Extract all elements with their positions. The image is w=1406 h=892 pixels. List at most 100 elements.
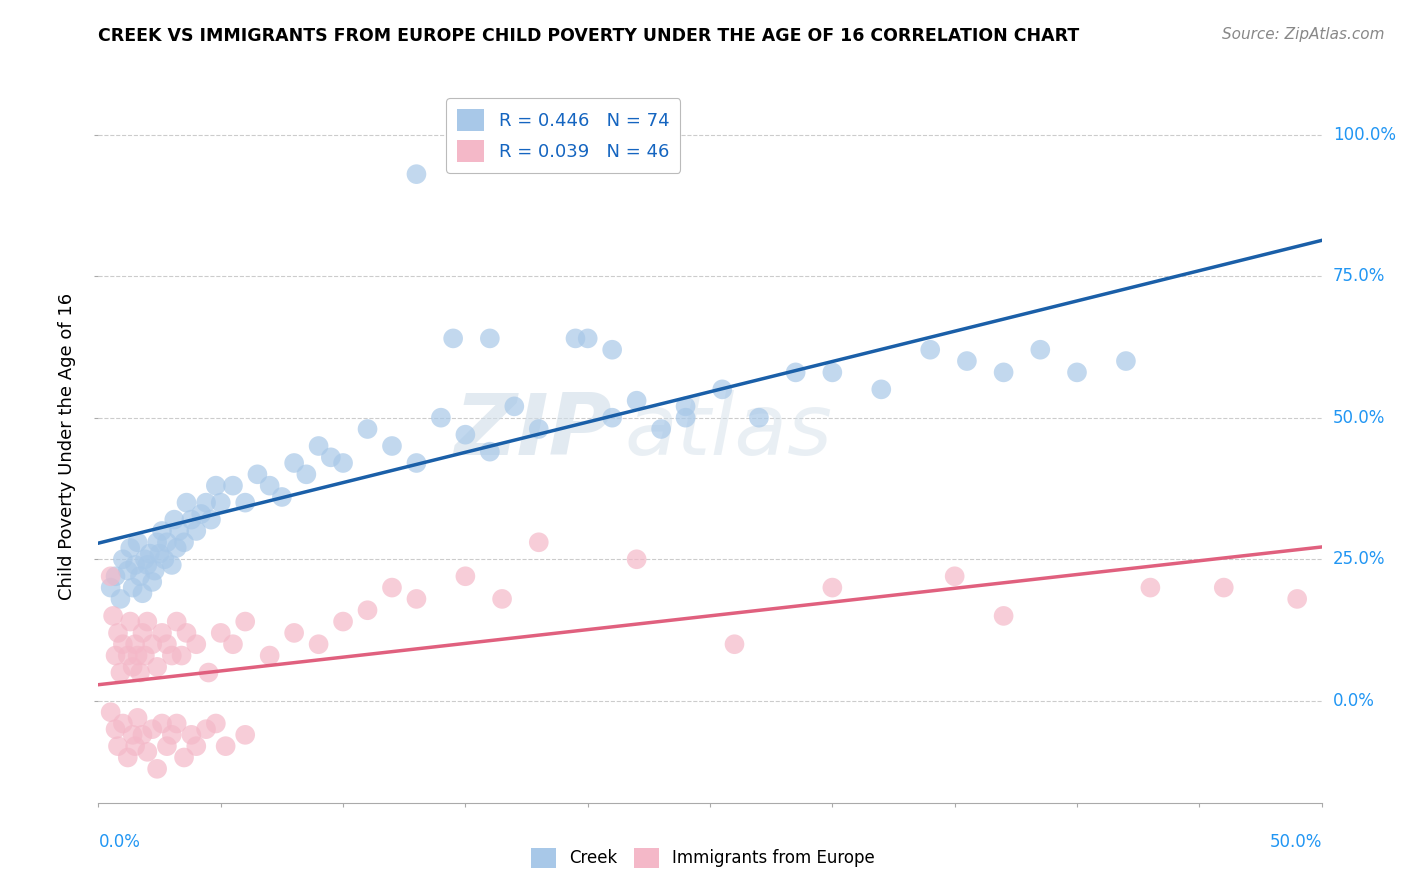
Point xyxy=(180,513,202,527)
Point xyxy=(356,603,378,617)
Point xyxy=(100,569,122,583)
Point xyxy=(748,410,770,425)
Point xyxy=(441,331,464,345)
Point xyxy=(246,467,269,482)
Point xyxy=(356,422,378,436)
Point xyxy=(139,547,162,561)
Point xyxy=(134,552,156,566)
Text: 25.0%: 25.0% xyxy=(1333,550,1385,568)
Text: 0.0%: 0.0% xyxy=(1333,692,1375,710)
Point xyxy=(308,637,330,651)
Text: 50.0%: 50.0% xyxy=(1333,409,1385,426)
Point xyxy=(195,495,218,509)
Point xyxy=(205,716,228,731)
Point xyxy=(491,591,513,606)
Point xyxy=(173,750,195,764)
Point xyxy=(120,615,142,629)
Point xyxy=(110,591,132,606)
Point xyxy=(214,739,236,754)
Point xyxy=(170,648,193,663)
Point xyxy=(121,660,143,674)
Point xyxy=(308,439,330,453)
Point xyxy=(186,524,208,538)
Point xyxy=(146,660,169,674)
Point xyxy=(166,541,188,555)
Point xyxy=(107,626,129,640)
Point xyxy=(319,450,342,465)
Point xyxy=(205,478,228,492)
Point xyxy=(209,626,232,640)
Point xyxy=(163,513,186,527)
Point xyxy=(993,365,1015,379)
Point xyxy=(675,410,697,425)
Point xyxy=(104,648,127,663)
Point xyxy=(176,626,198,640)
Point xyxy=(454,427,477,442)
Point xyxy=(711,383,734,397)
Point xyxy=(149,547,172,561)
Point xyxy=(166,615,188,629)
Point xyxy=(821,365,844,379)
Point xyxy=(626,552,648,566)
Point xyxy=(160,558,183,572)
Point xyxy=(454,569,477,583)
Point xyxy=(150,524,173,538)
Point xyxy=(180,728,202,742)
Point xyxy=(527,535,550,549)
Point xyxy=(197,665,219,680)
Point xyxy=(107,739,129,754)
Point xyxy=(104,569,127,583)
Point xyxy=(1029,343,1052,357)
Point xyxy=(160,648,183,663)
Text: 50.0%: 50.0% xyxy=(1270,833,1322,851)
Point xyxy=(136,615,159,629)
Point xyxy=(150,626,173,640)
Point xyxy=(1286,591,1309,606)
Point xyxy=(222,637,245,651)
Point xyxy=(1115,354,1137,368)
Point xyxy=(156,739,179,754)
Point xyxy=(283,626,305,640)
Point xyxy=(136,745,159,759)
Point xyxy=(675,400,697,414)
Text: 75.0%: 75.0% xyxy=(1333,267,1385,285)
Point xyxy=(503,400,526,414)
Text: 100.0%: 100.0% xyxy=(1333,126,1396,144)
Point xyxy=(104,722,127,736)
Point xyxy=(141,574,163,589)
Point xyxy=(146,762,169,776)
Point xyxy=(141,637,163,651)
Point xyxy=(176,495,198,509)
Point xyxy=(141,722,163,736)
Point xyxy=(143,564,166,578)
Point xyxy=(381,439,404,453)
Point xyxy=(405,591,427,606)
Point xyxy=(124,637,146,651)
Point xyxy=(111,637,134,651)
Point xyxy=(101,608,124,623)
Point xyxy=(1212,581,1234,595)
Point xyxy=(259,648,281,663)
Point xyxy=(283,456,305,470)
Point xyxy=(124,739,146,754)
Point xyxy=(160,728,183,742)
Point xyxy=(785,365,807,379)
Point xyxy=(173,535,195,549)
Point xyxy=(821,581,844,595)
Point xyxy=(332,615,354,629)
Point xyxy=(870,383,893,397)
Point xyxy=(478,331,501,345)
Point xyxy=(576,331,599,345)
Point xyxy=(136,558,159,572)
Point xyxy=(405,456,427,470)
Legend: Creek, Immigrants from Europe: Creek, Immigrants from Europe xyxy=(524,841,882,875)
Point xyxy=(146,535,169,549)
Point xyxy=(127,711,149,725)
Point xyxy=(131,626,153,640)
Point xyxy=(131,728,153,742)
Point xyxy=(920,343,942,357)
Point xyxy=(186,739,208,754)
Point xyxy=(167,524,190,538)
Point xyxy=(259,478,281,492)
Point xyxy=(430,410,453,425)
